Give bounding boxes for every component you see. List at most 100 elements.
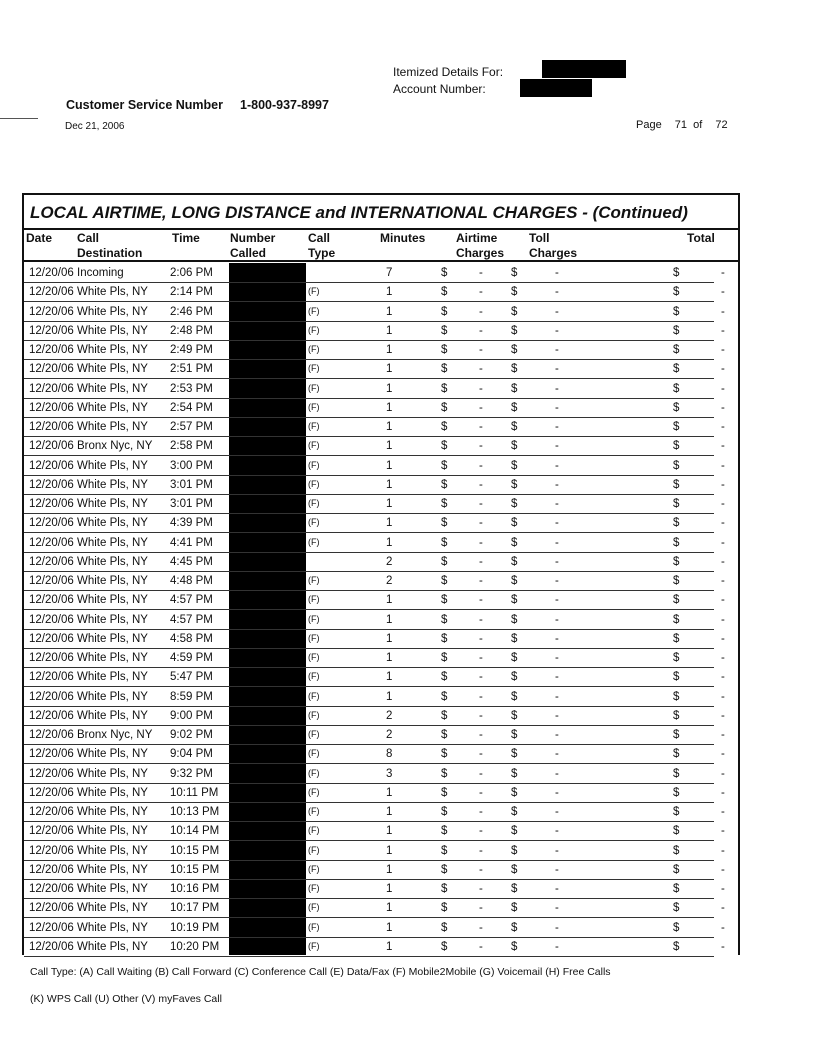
toll-currency: $ <box>511 940 518 953</box>
total-currency: $ <box>673 652 680 664</box>
row-divider <box>24 282 714 283</box>
row-call-type: (F) <box>308 709 320 720</box>
table-row: 12/20/06 White Pls, NY 2:46 PM (F) 1 $ - $ - $ - <box>24 303 738 322</box>
row-minutes: 1 <box>386 940 393 953</box>
toll-currency: $ <box>511 575 518 587</box>
row-time: 10:16 PM <box>170 883 220 895</box>
row-destination: White Pls, NY <box>77 401 148 414</box>
statement-date: Dec 21, 2006 <box>65 121 125 132</box>
airtime-value: - <box>479 709 483 722</box>
row-date: 12/20/06 <box>29 786 74 799</box>
row-call-type: (F) <box>308 767 320 778</box>
total-value: - <box>721 863 725 876</box>
row-call-type: (F) <box>308 825 320 836</box>
toll-currency: $ <box>511 267 518 279</box>
total-currency: $ <box>673 748 680 761</box>
row-minutes: 2 <box>386 709 393 722</box>
total-currency: $ <box>673 863 680 876</box>
airtime-currency: $ <box>441 498 448 510</box>
col-total: Total <box>687 231 715 245</box>
col-date: Date <box>26 231 53 245</box>
toll-currency: $ <box>511 363 518 376</box>
total-value: - <box>721 748 725 761</box>
table-title: LOCAL AIRTIME, LONG DISTANCE and INTERNA… <box>30 203 688 222</box>
total-value: - <box>721 729 725 741</box>
airtime-currency: $ <box>441 806 448 818</box>
total-value: - <box>721 498 725 510</box>
row-time: 4:41 PM <box>170 536 213 549</box>
row-divider <box>24 859 714 861</box>
total-value: - <box>721 594 725 607</box>
row-time: 10:11 PM <box>170 786 219 799</box>
row-date: 12/20/06 <box>29 363 74 376</box>
row-time: 2:06 PM <box>170 267 213 279</box>
row-time: 2:57 PM <box>170 421 213 433</box>
row-time: 10:14 PM <box>170 825 220 838</box>
toll-currency: $ <box>511 921 518 934</box>
total-currency: $ <box>673 844 680 857</box>
toll-value: - <box>555 305 559 318</box>
row-date: 12/20/06 <box>29 498 74 510</box>
divider <box>24 228 738 230</box>
toll-currency: $ <box>511 632 518 645</box>
table-row: 12/20/06 White Pls, NY 2:49 PM (F) 1 $ - $ - $ - <box>24 341 738 360</box>
airtime-value: - <box>479 555 483 568</box>
total-value: - <box>721 575 725 587</box>
row-date: 12/20/06 <box>29 459 74 472</box>
col-call-type-line1: Call <box>308 231 331 245</box>
row-date: 12/20/06 <box>29 671 74 684</box>
total-currency: $ <box>673 286 680 299</box>
row-date: 12/20/06 <box>29 709 74 722</box>
row-time: 2:53 PM <box>170 382 213 395</box>
row-divider <box>24 570 714 572</box>
total-value: - <box>721 286 725 299</box>
row-time: 4:48 PM <box>170 575 213 587</box>
row-divider <box>24 647 714 649</box>
total-currency: $ <box>673 690 680 703</box>
row-time: 10:20 PM <box>170 940 220 953</box>
row-minutes: 1 <box>386 594 393 607</box>
row-time: 8:59 PM <box>170 690 213 703</box>
row-destination: Incoming <box>77 267 124 279</box>
total-value: - <box>721 940 725 953</box>
col-minutes: Minutes <box>380 231 426 245</box>
row-call-type: (F) <box>308 440 320 451</box>
row-date: 12/20/06 <box>29 940 74 953</box>
total-value: - <box>721 883 725 895</box>
row-time: 2:51 PM <box>170 363 213 376</box>
airtime-currency: $ <box>441 748 448 761</box>
toll-value: - <box>555 594 559 607</box>
row-destination: White Pls, NY <box>77 536 148 549</box>
airtime-value: - <box>479 940 483 953</box>
toll-value: - <box>555 671 559 684</box>
airtime-value: - <box>479 806 483 818</box>
row-destination: White Pls, NY <box>77 921 148 934</box>
row-destination: White Pls, NY <box>77 709 148 722</box>
airtime-currency: $ <box>441 729 448 741</box>
airtime-value: - <box>479 671 483 684</box>
row-minutes: 2 <box>386 575 393 587</box>
col-airtime-line2: Charges <box>456 246 505 260</box>
divider <box>24 260 738 262</box>
col-number: Number Called <box>230 231 275 261</box>
row-destination: White Pls, NY <box>77 902 148 915</box>
page-current: 71 <box>674 119 688 131</box>
airtime-value: - <box>479 613 483 626</box>
row-time: 9:00 PM <box>170 709 213 722</box>
toll-value: - <box>555 844 559 857</box>
airtime-currency: $ <box>441 767 448 780</box>
col-airtime-line1: Airtime <box>456 231 498 245</box>
row-call-type: (F) <box>308 786 320 797</box>
row-date: 12/20/06 <box>29 536 74 549</box>
row-divider <box>24 493 714 495</box>
table-row: 12/20/06 White Pls, NY 10:13 PM (F) 1 $ - $ - $ - <box>24 803 738 822</box>
airtime-currency: $ <box>441 594 448 607</box>
toll-value: - <box>555 767 559 780</box>
row-date: 12/20/06 <box>29 806 74 818</box>
row-divider <box>24 359 714 360</box>
total-value: - <box>721 324 725 337</box>
airtime-currency: $ <box>441 940 448 953</box>
airtime-value: - <box>479 363 483 376</box>
customer-service-number: 1-800-937-8997 <box>240 98 329 112</box>
row-date: 12/20/06 <box>29 632 74 645</box>
